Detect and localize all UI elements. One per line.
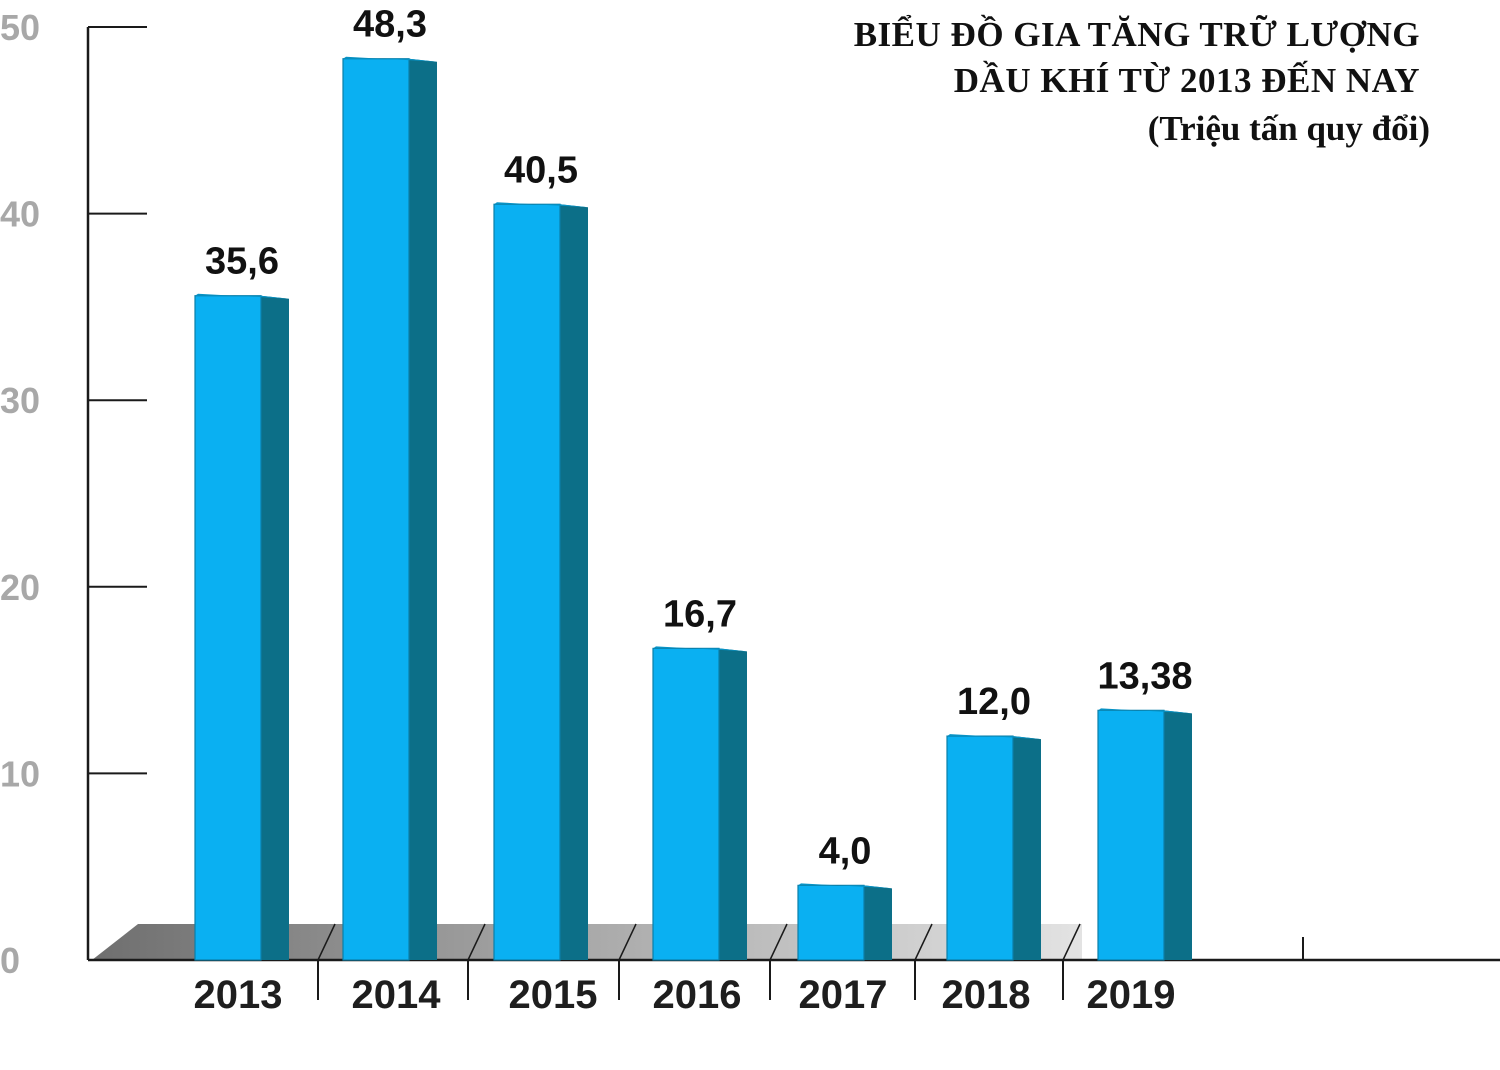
bar-2014: 48,3: [342, 4, 437, 961]
data-label: 12,0: [957, 681, 1031, 723]
bar-front: [342, 58, 410, 961]
data-label: 35,6: [205, 241, 279, 283]
bar-2017: 4,0: [797, 830, 892, 961]
y-tick-label: 0: [0, 940, 20, 981]
y-tick-label: 50: [0, 7, 40, 48]
y-tick-label: 30: [0, 380, 40, 421]
bar-side: [864, 885, 892, 960]
bar-side: [560, 204, 588, 960]
x-tick-label: 2014: [352, 973, 442, 1017]
y-axis: 0 10 20 30 40 50: [0, 7, 1500, 981]
floor-divider: [914, 923, 933, 961]
data-label: 16,7: [663, 593, 737, 635]
data-label: 13,38: [1097, 655, 1192, 697]
chart-title-block: BIỂU ĐỒ GIA TĂNG TRỮ LƯỢNG DẦU KHÍ TỪ 20…: [853, 12, 1430, 152]
bars: 35,6 48,3 40,5 16,7 4,0 12,0 13,38: [194, 4, 1193, 961]
bar-side: [719, 648, 747, 960]
y-tick-label: 10: [0, 753, 40, 794]
bar-side: [1013, 736, 1041, 960]
y-tick-label: 20: [0, 567, 40, 608]
bar-side: [261, 295, 289, 961]
bar-side: [409, 58, 437, 961]
bar-top: [947, 734, 1041, 740]
data-label: 48,3: [353, 4, 427, 46]
bar-top: [798, 883, 892, 889]
bar-2018: 12,0: [946, 681, 1041, 961]
bar-top: [494, 202, 588, 208]
chart-subtitle: (Triệu tấn quy đổi): [1147, 109, 1430, 148]
data-label: 4,0: [819, 830, 872, 872]
data-label: 40,5: [504, 149, 578, 191]
x-tick-label: 2019: [1087, 973, 1176, 1017]
x-tick-label: 2017: [799, 973, 888, 1017]
bar-top: [1098, 708, 1192, 714]
bar-2019: 13,38: [1097, 655, 1193, 961]
floor-divider: [467, 923, 486, 961]
y-tick-label: 40: [0, 194, 40, 235]
x-tick-label: 2015: [509, 973, 598, 1017]
x-tick-label: 2018: [942, 973, 1031, 1017]
bar-top: [653, 646, 747, 652]
x-axis: 2013 2014 2015 2016 2017 2018 2019: [194, 923, 1304, 1017]
chart-title: BIỂU ĐỒ GIA TĂNG TRỮ LƯỢNG: [853, 15, 1420, 54]
floor-divider: [618, 923, 637, 961]
bar-front: [652, 647, 720, 961]
floor-divider: [769, 923, 788, 961]
floor-divider: [1062, 923, 1081, 961]
bar-front: [194, 295, 262, 961]
bar-top: [343, 56, 437, 62]
bar-top: [195, 293, 289, 299]
bar-2016: 16,7: [652, 593, 747, 961]
floor-divider: [317, 923, 336, 961]
bar-2015: 40,5: [493, 149, 588, 961]
bar-front: [493, 203, 561, 961]
chart-title-line2: DẦU KHÍ TỪ 2013 ĐẾN NAY: [953, 61, 1420, 100]
bar-front: [946, 735, 1014, 961]
bar-side: [1164, 710, 1192, 960]
bar-front: [1097, 709, 1165, 961]
bar-front: [797, 884, 865, 961]
bar-2013: 35,6: [194, 241, 289, 961]
x-tick-label: 2016: [653, 973, 742, 1017]
x-tick-label: 2013: [194, 973, 283, 1017]
